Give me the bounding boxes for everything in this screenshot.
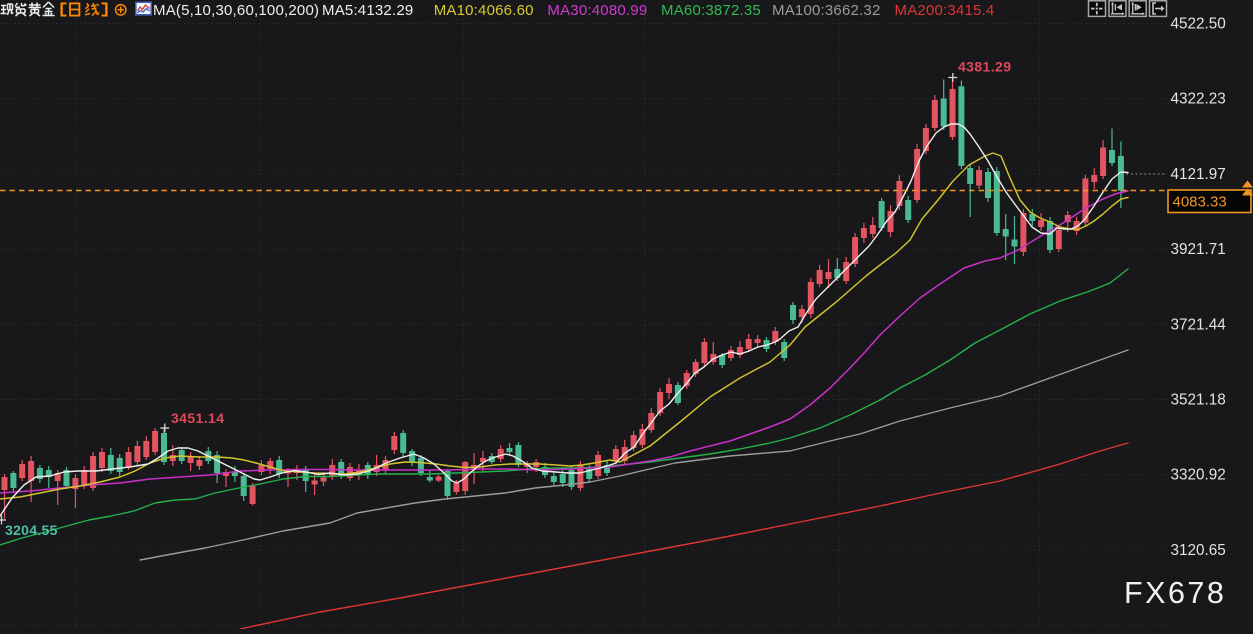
svg-text:4322.23: 4322.23: [1171, 91, 1226, 108]
svg-text:MA(5,10,30,60,100,200): MA(5,10,30,60,100,200): [153, 2, 319, 19]
svg-text:MA200:3415.4: MA200:3415.4: [895, 2, 995, 19]
svg-text:MA30:4080.99: MA30:4080.99: [547, 2, 647, 19]
svg-text:MA100:3662.32: MA100:3662.32: [772, 2, 881, 19]
svg-text:3451.14: 3451.14: [171, 410, 224, 426]
svg-text:3521.18: 3521.18: [1171, 392, 1226, 409]
svg-text:4083.33: 4083.33: [1173, 194, 1227, 211]
svg-text:3921.71: 3921.71: [1171, 241, 1226, 258]
svg-text:3204.55: 3204.55: [5, 522, 58, 538]
svg-text:MA60:3872.35: MA60:3872.35: [661, 2, 761, 19]
svg-text:MA10:4066.60: MA10:4066.60: [434, 2, 534, 19]
svg-text:MA5:4132.29: MA5:4132.29: [322, 2, 413, 19]
svg-text:4381.29: 4381.29: [958, 59, 1011, 75]
svg-text:4121.97: 4121.97: [1171, 166, 1226, 183]
svg-text:3120.65: 3120.65: [1171, 542, 1226, 559]
svg-text:3721.44: 3721.44: [1171, 316, 1227, 333]
svg-text:4522.50: 4522.50: [1171, 16, 1226, 33]
svg-text:3320.92: 3320.92: [1171, 467, 1226, 484]
svg-text:FX678: FX678: [1124, 576, 1226, 610]
